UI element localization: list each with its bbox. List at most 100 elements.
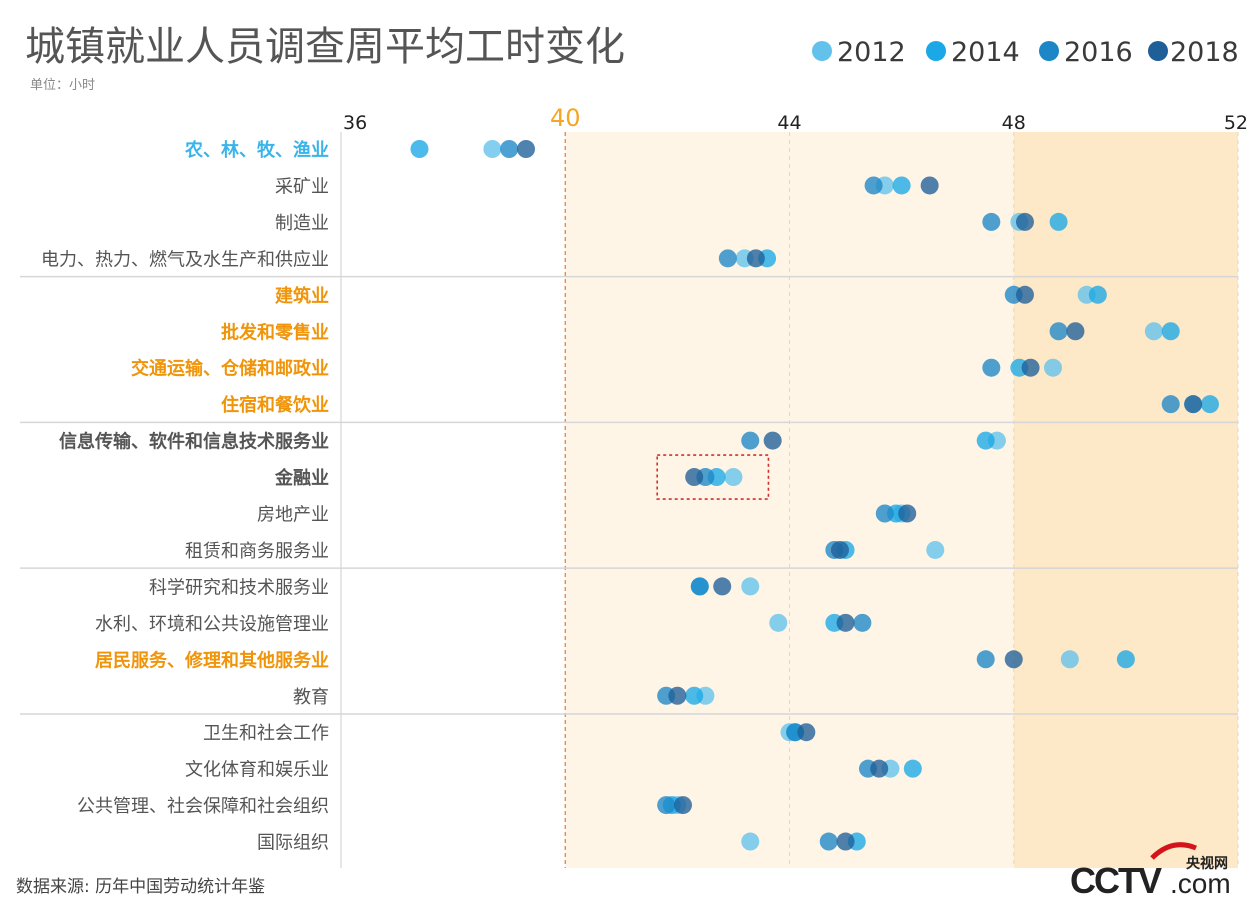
point-2014 xyxy=(1200,395,1219,414)
shaded-band-1 xyxy=(1013,132,1238,868)
category-label: 采矿业 xyxy=(275,176,329,197)
tick-label-48: 48 xyxy=(1002,112,1026,134)
point-2014 xyxy=(892,176,911,195)
point-2016 xyxy=(500,140,519,158)
legend-label-2012: 2012 xyxy=(837,37,906,68)
point-2012 xyxy=(724,468,743,487)
point-2016 xyxy=(819,832,838,851)
point-2016 xyxy=(657,796,676,815)
category-label: 住宿和餐饮业 xyxy=(221,394,329,416)
x-axis: 36 40 44 48 52 xyxy=(340,104,1248,868)
data-points xyxy=(410,140,1219,851)
category-label: 文化体育和娱乐业 xyxy=(185,760,329,781)
legend-label-2014: 2014 xyxy=(951,37,1020,68)
category-label: 教育 xyxy=(293,687,329,708)
point-2018 xyxy=(797,723,816,742)
highlight-box-rect xyxy=(656,454,770,500)
point-2016 xyxy=(875,504,894,523)
point-2012 xyxy=(741,577,760,596)
point-2018 xyxy=(746,249,765,268)
point-2014 xyxy=(903,759,922,778)
point-2012 xyxy=(769,613,788,632)
category-label: 交通运输、仓储和邮政业 xyxy=(131,358,329,380)
category-label: 批发和零售业 xyxy=(221,321,329,343)
legend-marker-2016 xyxy=(1039,41,1059,61)
category-label: 国际组织 xyxy=(257,833,329,854)
legend-item-2012: 2012 xyxy=(812,37,906,68)
point-2014 xyxy=(410,140,429,158)
point-2014 xyxy=(685,686,704,705)
category-label: 建筑业 xyxy=(275,285,329,307)
point-2018 xyxy=(685,468,704,487)
category-label: 金融业 xyxy=(274,467,329,489)
category-label: 水利、环境和公共设施管理业 xyxy=(95,614,329,635)
point-2014 xyxy=(976,431,995,450)
point-2016 xyxy=(1049,322,1068,341)
point-2018 xyxy=(836,832,855,851)
point-2018 xyxy=(836,613,855,632)
point-2016 xyxy=(741,431,760,450)
logo-domain: .com xyxy=(1170,868,1231,899)
point-2018 xyxy=(1015,212,1034,231)
point-2018 xyxy=(870,759,889,778)
chart-title: 城镇就业人员调查周平均工时变化 xyxy=(25,24,625,70)
point-2018 xyxy=(673,796,692,815)
legend-item-2016: 2016 xyxy=(1039,37,1133,68)
point-2016 xyxy=(864,176,883,195)
highlight-box xyxy=(656,454,770,500)
logo-swoosh-icon xyxy=(1150,842,1197,860)
legend-label-2018: 2018 xyxy=(1170,37,1239,68)
point-2018 xyxy=(1004,650,1023,669)
point-2018 xyxy=(713,577,732,596)
point-2016 xyxy=(982,212,1001,231)
source-note: 数据来源: 历年中国劳动统计年鉴 xyxy=(16,877,265,897)
point-2018 xyxy=(1184,395,1203,414)
category-label: 卫生和社会工作 xyxy=(203,723,329,744)
point-2018 xyxy=(1021,358,1040,377)
category-label: 农、林、牧、渔业 xyxy=(184,139,329,161)
point-2016 xyxy=(982,358,1001,377)
point-2018 xyxy=(920,176,939,195)
point-2014 xyxy=(1161,322,1180,341)
legend-marker-2014 xyxy=(926,41,946,61)
category-label: 电力、热力、燃气及水生产和供应业 xyxy=(41,249,329,270)
point-2012 xyxy=(1060,650,1079,669)
category-label: 制造业 xyxy=(275,213,329,234)
logo-cn-text: 央视网 xyxy=(1186,855,1228,872)
legend-item-2014: 2014 xyxy=(926,37,1020,68)
point-2014 xyxy=(1088,285,1107,304)
logo-wordmark: CCTV xyxy=(1070,860,1162,901)
tick-label-36: 36 xyxy=(343,112,367,134)
gridlines xyxy=(564,132,1239,868)
category-label: 科学研究和技术服务业 xyxy=(149,577,329,598)
unit-label: 单位：小时 xyxy=(30,78,95,93)
point-2012 xyxy=(926,540,945,559)
point-2018 xyxy=(763,431,782,450)
point-2014 xyxy=(1049,212,1068,231)
tick-label-52: 52 xyxy=(1224,112,1248,134)
legend-marker-2012 xyxy=(812,41,832,61)
point-2016 xyxy=(853,613,872,632)
category-label: 租赁和商务服务业 xyxy=(185,541,329,562)
category-label: 信息传输、软件和信息技术服务业 xyxy=(59,431,329,453)
point-2018 xyxy=(1066,322,1085,341)
cctv-logo: CCTV .com 央视网 xyxy=(1070,842,1231,901)
legend-item-2018: 2018 xyxy=(1148,37,1239,68)
group-separators xyxy=(20,275,1238,715)
point-2016 xyxy=(976,650,995,669)
point-2018 xyxy=(1015,285,1034,304)
point-2018 xyxy=(517,140,536,158)
point-2012 xyxy=(1043,358,1062,377)
point-2018 xyxy=(668,686,687,705)
point-2018 xyxy=(898,504,917,523)
point-2012 xyxy=(1144,322,1163,341)
tick-label-40: 40 xyxy=(550,104,581,132)
point-2016 xyxy=(718,249,737,268)
legend-label-2016: 2016 xyxy=(1064,37,1133,68)
point-2012 xyxy=(741,832,760,851)
shaded-bands xyxy=(565,132,1238,868)
legend: 2012 2014 2016 2018 xyxy=(812,37,1239,68)
point-2016 xyxy=(690,577,709,596)
category-label: 居民服务、修理和其他服务业 xyxy=(95,649,329,671)
